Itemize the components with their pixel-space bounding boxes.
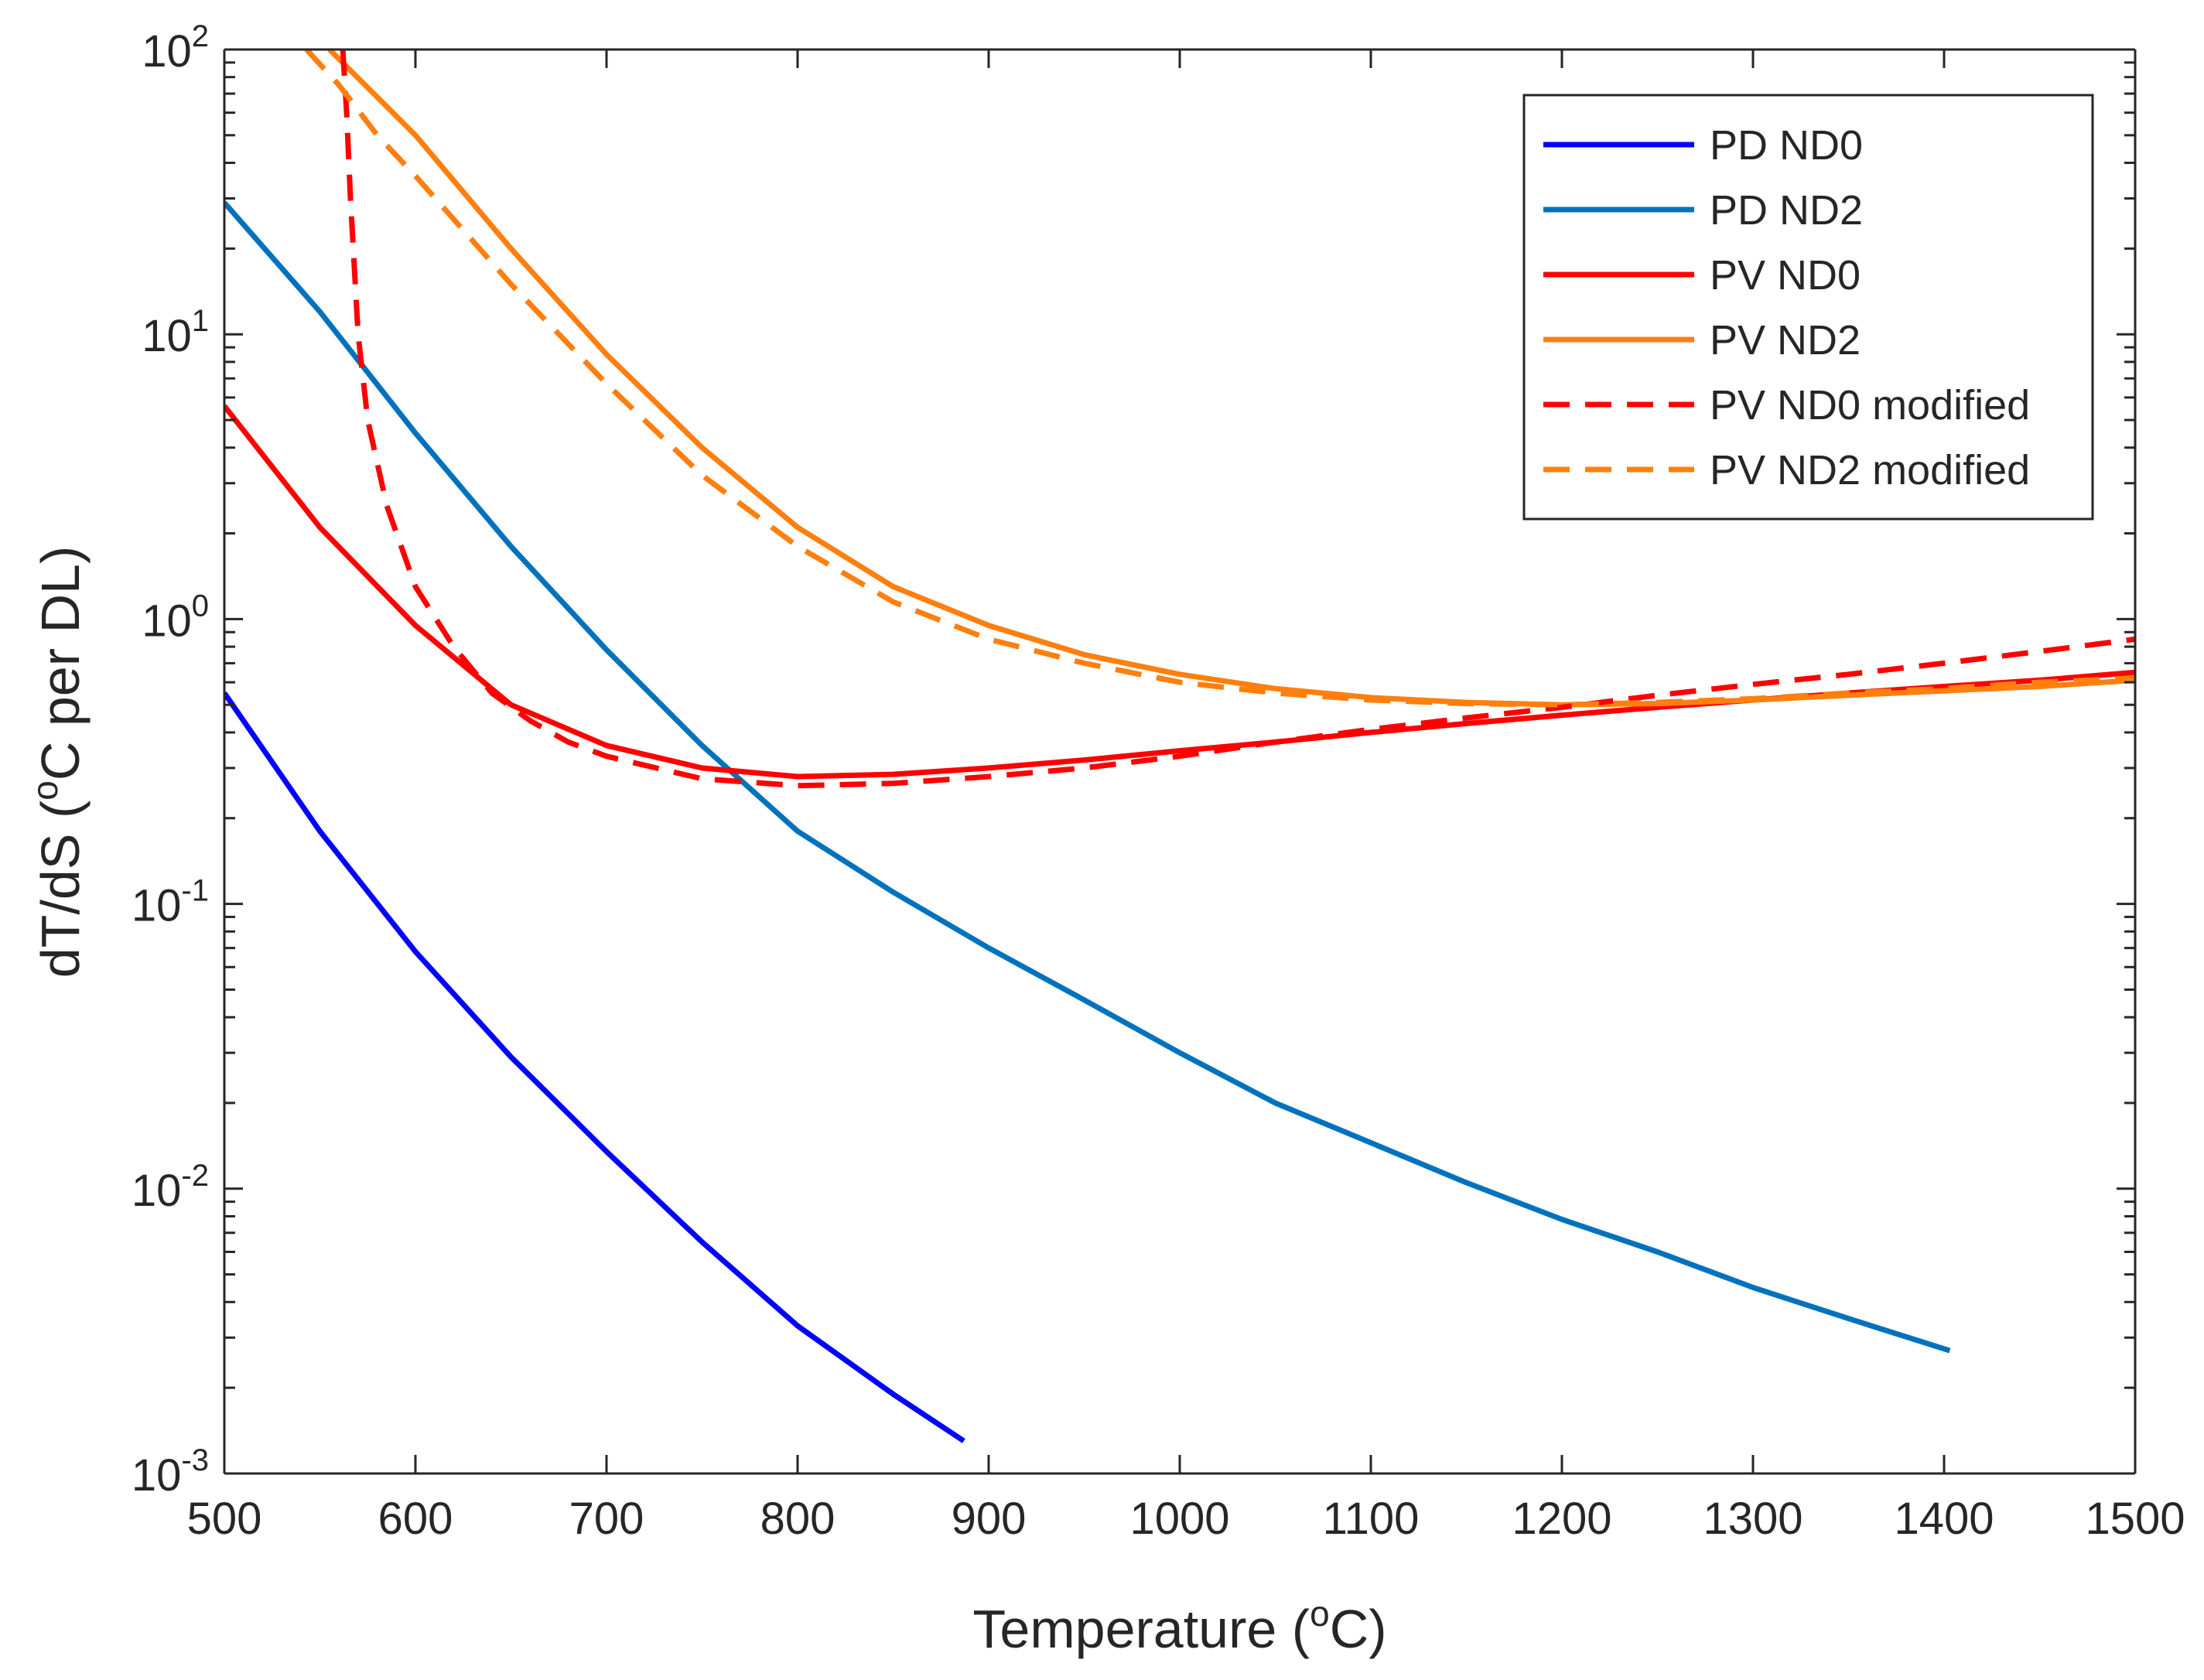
y-tick-label: 10-2 [132, 1159, 209, 1216]
x-tick-label: 1300 [1703, 1494, 1802, 1544]
y-tick-label-base: 10 [132, 1166, 182, 1216]
x-tick-label: 800 [760, 1494, 835, 1544]
legend-label-pv-nd0-modified: PV ND0 modified [1710, 382, 2030, 429]
series-line-pd-nd0 [224, 691, 965, 1443]
x-tick-label: 1400 [1894, 1494, 1994, 1544]
y-axis-title-text: dT/dS ( [30, 801, 91, 978]
series-line-pd-nd2 [224, 200, 1951, 1354]
y-axis-title-suffix: C per DL) [30, 546, 91, 780]
x-tick-label: 500 [187, 1494, 262, 1544]
y-tick-label-exponent: -3 [181, 1443, 209, 1477]
legend-box [1522, 94, 2094, 521]
y-tick-label: 10-3 [132, 1443, 209, 1501]
x-tick-label: 700 [569, 1494, 644, 1544]
series-line-pv-nd2-modified [304, 50, 2135, 708]
y-tick-label: 102 [142, 19, 209, 77]
legend-label-pv-nd0: PV ND0 [1710, 252, 1861, 299]
y-tick-label-exponent: 2 [192, 19, 209, 53]
y-tick-label-exponent: -2 [181, 1159, 209, 1193]
y-tick-label-base: 10 [142, 311, 192, 361]
y-tick-label: 101 [142, 304, 209, 361]
y-tick-label-exponent: -1 [181, 874, 209, 908]
legend: PD ND0 PD ND2 PV ND0 PV ND2 PV ND0 modified P… [1522, 94, 2094, 521]
x-tick-label: 1100 [1323, 1494, 1420, 1544]
series-layer [224, 50, 2135, 1443]
y-tick-label-base: 10 [142, 26, 192, 77]
legend-label-pv-nd2: PV ND2 [1710, 317, 1861, 364]
y-tick-label-base: 10 [132, 881, 182, 931]
legend-label-pd-nd0: PD ND0 [1710, 122, 1863, 169]
x-axis-title: Temperature (oC) [972, 1593, 1386, 1659]
x-tick-label: 600 [378, 1494, 453, 1544]
y-tick-label-exponent: 0 [192, 589, 209, 623]
x-tick-label: 1500 [2085, 1494, 2185, 1544]
y-tick-label: 10-1 [132, 874, 209, 931]
x-tick-label: 1200 [1512, 1494, 1611, 1544]
x-axis-title-sup: o [1310, 1593, 1330, 1634]
x-tick-label: 900 [952, 1494, 1027, 1544]
legend-label-pv-nd2-modified: PV ND2 modified [1710, 447, 2030, 493]
series-line-pv-nd0-modified [340, 50, 2135, 789]
y-tick-label: 100 [142, 589, 209, 646]
x-axis-title-suffix: C) [1330, 1599, 1387, 1659]
y-axis-title-sup: o [25, 780, 65, 801]
legend-label-pd-nd2: PD ND2 [1710, 187, 1863, 234]
y-tick-label-base: 10 [132, 1450, 182, 1501]
y-tick-label-base: 10 [142, 596, 192, 646]
x-axis-title-text: Temperature ( [972, 1599, 1310, 1659]
axes-layer: 500 600 700 800 900 1000 1100 1200 1300 1400 15001… [132, 19, 2185, 1544]
y-tick-label-exponent: 1 [192, 304, 209, 338]
y-axis-title: dT/dS (oC per DL) [25, 546, 91, 978]
x-tick-label: 1000 [1129, 1494, 1229, 1544]
